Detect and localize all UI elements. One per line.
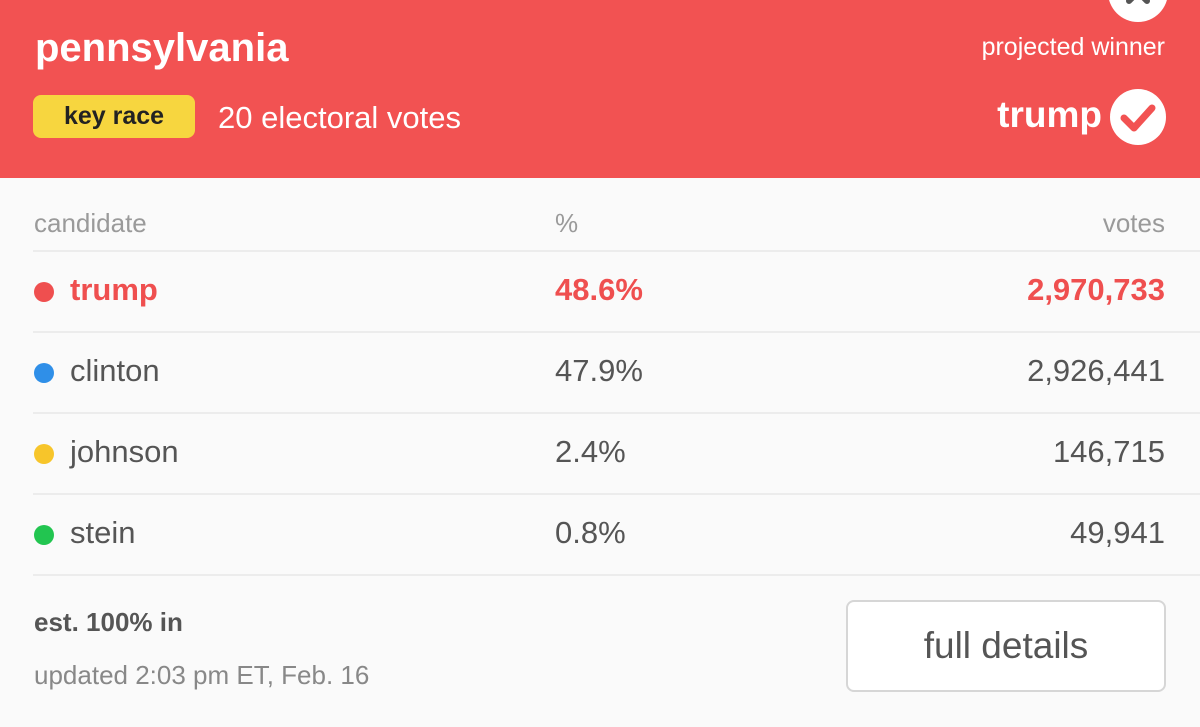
separator	[33, 493, 1200, 495]
vote-percent: 2.4%	[555, 434, 626, 469]
vote-percent: 47.9%	[555, 353, 643, 388]
candidate-name: trump	[70, 272, 158, 307]
separator	[33, 412, 1200, 414]
updated-time: updated 2:03 pm ET, Feb. 16	[34, 660, 370, 690]
vote-percent: 0.8%	[555, 515, 626, 550]
candidate-name: clinton	[70, 353, 160, 388]
separator	[33, 250, 1200, 252]
close-button[interactable]	[1106, 0, 1170, 26]
check-icon	[1110, 89, 1166, 145]
vote-count: 2,926,441	[1027, 353, 1165, 388]
vote-count: 49,941	[1070, 515, 1165, 550]
reporting-status: est. 100% in	[34, 607, 183, 637]
candidate-dot	[34, 282, 54, 302]
column-header: %	[555, 208, 579, 238]
separator	[33, 574, 1200, 576]
header: pennsylvania key race 20 electoral votes…	[0, 0, 1200, 178]
vote-count: 2,970,733	[1027, 272, 1165, 307]
vote-percent: 48.6%	[555, 272, 643, 307]
candidate-name: stein	[70, 515, 136, 550]
projected-label: projected winner	[981, 33, 1165, 61]
column-header: candidate	[34, 208, 147, 238]
state-title: pennsylvania	[35, 26, 289, 70]
column-header: votes	[1102, 208, 1165, 238]
candidate-dot	[34, 444, 54, 464]
winner-name: trump	[997, 94, 1102, 135]
electoral-votes: 20 electoral votes	[218, 100, 461, 135]
vote-count: 146,715	[1052, 434, 1165, 469]
separator	[33, 331, 1200, 333]
candidate-dot	[34, 525, 54, 545]
candidate-name: johnson	[70, 434, 179, 469]
full-details-button[interactable]: full details	[846, 600, 1166, 692]
candidate-dot	[34, 363, 54, 383]
key-race-badge: key race	[33, 95, 195, 138]
